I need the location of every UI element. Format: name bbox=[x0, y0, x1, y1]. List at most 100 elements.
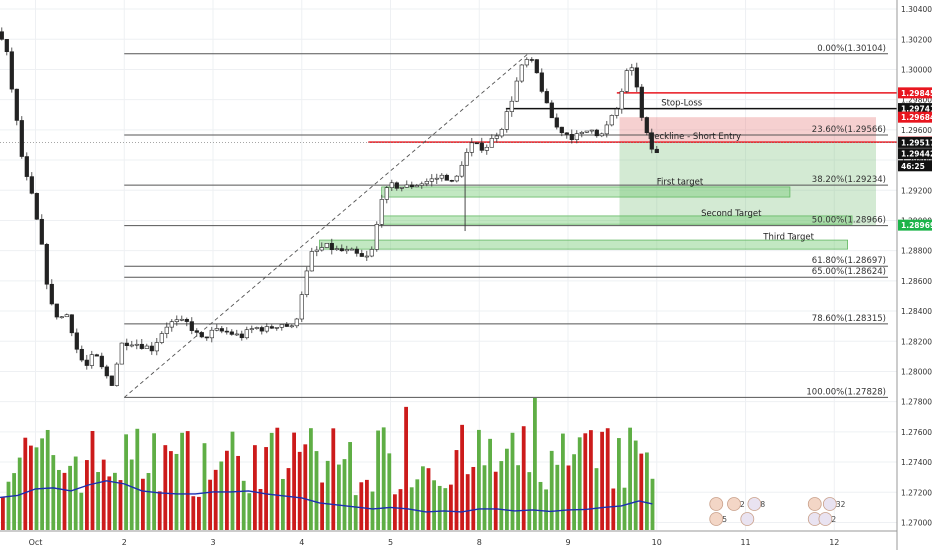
volume-bar bbox=[12, 473, 16, 530]
volume-bar bbox=[157, 491, 162, 530]
volume-bar bbox=[398, 489, 403, 530]
price-badge bbox=[898, 136, 932, 148]
candle-body bbox=[514, 80, 519, 102]
price-badge-label: 1.28969 bbox=[901, 221, 932, 230]
volume-bar bbox=[611, 488, 616, 530]
volume-bar bbox=[482, 465, 487, 530]
candle-body bbox=[284, 324, 289, 327]
candle-body bbox=[144, 345, 149, 349]
candle-body bbox=[159, 333, 164, 343]
volume-moving-average-line bbox=[0, 480, 653, 513]
fib-level-label: 0.00%(1.30104) bbox=[817, 44, 886, 54]
candle-body bbox=[179, 318, 184, 321]
position-stop-zone bbox=[619, 117, 876, 143]
volume-bar bbox=[645, 452, 649, 530]
volume-bar bbox=[275, 427, 280, 530]
candle-body bbox=[74, 332, 79, 350]
candle-body bbox=[619, 91, 624, 110]
candle-body bbox=[409, 184, 414, 188]
candle-body bbox=[599, 133, 604, 137]
time-axis-ticks: Oct 2 3 4 5 8 9 10 11 12 bbox=[29, 538, 840, 547]
candle-body bbox=[334, 248, 339, 250]
volume-bar bbox=[208, 479, 212, 530]
volume-bar bbox=[320, 482, 324, 530]
candle-body bbox=[439, 174, 444, 179]
time-tick-label: Oct bbox=[29, 538, 43, 547]
volume-bar bbox=[527, 472, 532, 530]
event-flag-icon bbox=[822, 497, 837, 511]
candle-body bbox=[324, 243, 329, 248]
short-position-box bbox=[619, 117, 876, 226]
volume-bar bbox=[141, 478, 145, 530]
volume-bar bbox=[230, 431, 235, 530]
volume-bar bbox=[359, 482, 364, 530]
event-flag-icon bbox=[709, 497, 724, 511]
annotation-label: Second Target bbox=[701, 209, 762, 219]
annotation-label: Stop-Loss bbox=[661, 99, 703, 109]
candle-body bbox=[69, 314, 74, 334]
candle-body bbox=[339, 248, 344, 252]
candle-body bbox=[89, 354, 94, 366]
candle-body bbox=[279, 324, 284, 328]
volume-bars bbox=[1, 398, 655, 530]
event-flag-icon bbox=[709, 512, 724, 526]
volume-bar bbox=[62, 472, 67, 530]
volume-bar bbox=[163, 445, 168, 530]
volume-bar bbox=[493, 471, 498, 530]
volume-bar bbox=[90, 431, 95, 530]
candle-body bbox=[374, 224, 379, 250]
candle-body bbox=[274, 326, 279, 329]
candle-body bbox=[519, 64, 524, 82]
candle-body bbox=[124, 342, 129, 347]
candle-body bbox=[464, 152, 469, 166]
time-tick-label: 9 bbox=[565, 538, 570, 547]
volume-bar bbox=[353, 495, 358, 530]
time-tick-label: 3 bbox=[210, 538, 215, 547]
candle-body bbox=[614, 108, 619, 116]
price-badge bbox=[898, 160, 932, 172]
time-tick-label: 2 bbox=[122, 538, 127, 547]
candle-body bbox=[564, 132, 569, 135]
volume-bar bbox=[286, 468, 291, 530]
grid-lines bbox=[0, 0, 897, 530]
candle-body bbox=[504, 111, 509, 130]
event-flag-icon bbox=[740, 512, 755, 526]
candle-body bbox=[259, 327, 264, 332]
candle-body bbox=[14, 88, 19, 121]
volume-bar bbox=[185, 431, 190, 530]
event-marker-ca: 5 bbox=[709, 512, 727, 526]
candle-body bbox=[429, 178, 434, 182]
candle-body bbox=[134, 343, 139, 346]
candle-body bbox=[474, 142, 479, 145]
candle-body bbox=[499, 129, 504, 137]
volume-bar bbox=[219, 461, 224, 530]
candle-body bbox=[209, 329, 214, 339]
volume-bar bbox=[633, 440, 638, 530]
candle-body bbox=[244, 329, 249, 339]
volume-bar bbox=[23, 437, 28, 530]
candle-body bbox=[34, 193, 39, 220]
candle-body bbox=[369, 249, 374, 257]
candle-body bbox=[604, 124, 609, 135]
volume-bar bbox=[449, 484, 453, 530]
candle-body bbox=[469, 142, 474, 153]
fibonacci-retracement: 0.00%(1.30104) 23.60%(1.29566) 38.20%(1.29… bbox=[124, 44, 888, 398]
volume-bar bbox=[499, 461, 504, 530]
candle-body bbox=[94, 354, 99, 357]
volume-bar bbox=[561, 433, 565, 530]
candle-body bbox=[189, 321, 194, 331]
candle-body bbox=[394, 182, 399, 189]
candle-body bbox=[484, 146, 489, 151]
volume-bar bbox=[152, 433, 156, 530]
volume-bar bbox=[174, 453, 179, 530]
time-tick-label: 4 bbox=[299, 538, 304, 547]
candle-body bbox=[184, 318, 189, 322]
price-tick-label: 1.28400 bbox=[901, 307, 932, 316]
candle-body bbox=[634, 67, 639, 88]
candle-body bbox=[559, 126, 564, 134]
event-count: 8 bbox=[760, 500, 765, 509]
volume-bar bbox=[533, 398, 537, 530]
candle-body bbox=[54, 303, 59, 318]
